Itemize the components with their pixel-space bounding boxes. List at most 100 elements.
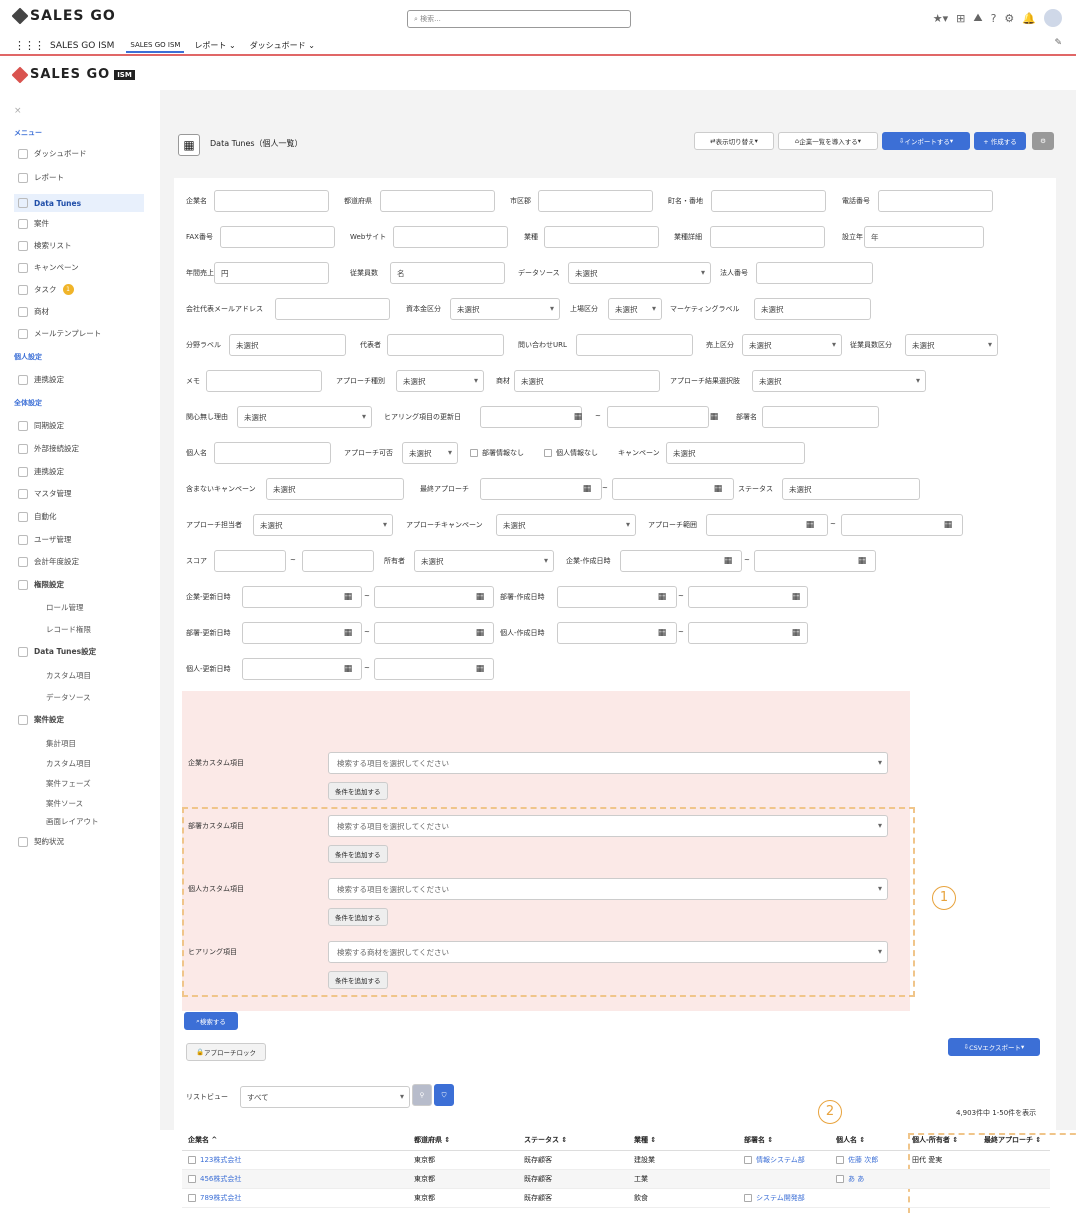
sidebar-item-phase[interactable]: 案件フェーズ bbox=[46, 778, 91, 789]
dept-link[interactable]: 情報システム部 bbox=[756, 1156, 805, 1164]
csv-export-button[interactable]: ⇩ CSVエクスポート ▾ bbox=[948, 1038, 1040, 1056]
fax-input[interactable] bbox=[220, 226, 335, 248]
checkbox-icon[interactable] bbox=[744, 1156, 752, 1164]
campaign-input[interactable]: 未選択 bbox=[666, 442, 805, 464]
person-created-to[interactable] bbox=[688, 622, 808, 644]
company-link[interactable]: 456株式会社 bbox=[200, 1175, 242, 1183]
sidebar-item-datasource[interactable]: データソース bbox=[46, 692, 91, 703]
no-dept-checkbox[interactable]: 部署情報なし bbox=[470, 448, 524, 458]
hearing-select[interactable]: 検索する商材を選択してください bbox=[328, 941, 888, 963]
co-created-from[interactable] bbox=[620, 550, 742, 572]
edit-nav-icon[interactable]: ✎ bbox=[1054, 38, 1062, 48]
add-condition-button[interactable]: 条件を追加する bbox=[328, 908, 388, 926]
industry-input[interactable] bbox=[544, 226, 659, 248]
sidebar-item-source[interactable]: 案件ソース bbox=[46, 798, 83, 809]
approach-campaign-select[interactable]: 未選択 bbox=[496, 514, 636, 536]
import-list-button[interactable]: ⌂ 企業一覧を導入する ▾ bbox=[778, 132, 878, 150]
memo-input[interactable] bbox=[206, 370, 322, 392]
calendar-icon[interactable]: ▦ bbox=[943, 520, 953, 530]
global-search-input[interactable]: ⌕ 検索... bbox=[407, 10, 631, 28]
rating-input[interactable] bbox=[710, 226, 825, 248]
dept-link[interactable]: システム開発部 bbox=[756, 1194, 805, 1202]
sales-class-select[interactable]: 未選択 bbox=[742, 334, 842, 356]
tab-sales-go-ism[interactable]: SALES GO ISM bbox=[126, 39, 185, 53]
employees-input[interactable]: 名 bbox=[390, 262, 505, 284]
company-link[interactable]: 123株式会社 bbox=[200, 1156, 242, 1164]
sidebar-item-deal[interactable]: 案件 bbox=[18, 218, 49, 229]
product-input[interactable]: 未選択 bbox=[514, 370, 660, 392]
co-updated-to[interactable] bbox=[374, 586, 494, 608]
filter-icon[interactable]: ⛉ bbox=[434, 1084, 454, 1106]
hearing-date-to[interactable] bbox=[607, 406, 709, 428]
col-industry[interactable]: 業種 ⇕ bbox=[628, 1130, 738, 1151]
help-icon[interactable]: ? bbox=[990, 11, 997, 25]
calendar-icon[interactable]: ▦ bbox=[343, 592, 353, 602]
sidebar-item-contract[interactable]: 契約状況 bbox=[18, 836, 64, 847]
person-created-from[interactable] bbox=[557, 622, 677, 644]
import-button[interactable]: ⇩ インポートする ▾ bbox=[882, 132, 970, 150]
col-last-approach[interactable]: 最終アプローチ ⇕ bbox=[978, 1130, 1050, 1151]
calendar-icon[interactable]: ▦ bbox=[582, 484, 592, 494]
approach-range-to[interactable] bbox=[841, 514, 963, 536]
calendar-icon[interactable]: ▦ bbox=[657, 592, 667, 602]
score-from[interactable] bbox=[214, 550, 286, 572]
checkbox-icon[interactable] bbox=[744, 1194, 752, 1202]
rep-input[interactable] bbox=[387, 334, 504, 356]
sidebar-item-master[interactable]: マスタ管理 bbox=[18, 488, 72, 499]
checkbox-icon[interactable] bbox=[188, 1156, 196, 1164]
sidebar-item-task[interactable]: タスク 1 bbox=[18, 284, 74, 295]
sidebar-item-deal-custom[interactable]: カスタム項目 bbox=[46, 758, 91, 769]
calendar-icon[interactable]: ▦ bbox=[791, 592, 801, 602]
person-link[interactable]: あ あ bbox=[848, 1175, 865, 1183]
contact-url-input[interactable] bbox=[576, 334, 693, 356]
add-condition-button[interactable]: 条件を追加する bbox=[328, 845, 388, 863]
person-link[interactable]: 佐藤 次郎 bbox=[848, 1156, 879, 1164]
app-launcher-icon[interactable]: ⋮⋮⋮ bbox=[14, 39, 45, 52]
col-status[interactable]: ステータス ⇕ bbox=[518, 1130, 628, 1151]
no-interest-select[interactable]: 未選択 bbox=[237, 406, 372, 428]
settings-icon[interactable]: ⚙ bbox=[1032, 132, 1054, 150]
city-input[interactable] bbox=[538, 190, 653, 212]
search-button[interactable]: ⌕ 検索する bbox=[184, 1012, 238, 1030]
sidebar-item-permissions[interactable]: 権限設定 bbox=[18, 579, 64, 590]
pin-icon[interactable]: ⚲ bbox=[412, 1084, 432, 1106]
col-owner[interactable]: 個人-所有者 ⇕ bbox=[906, 1130, 978, 1151]
calendar-icon[interactable]: ▦ bbox=[713, 484, 723, 494]
phone-input[interactable] bbox=[878, 190, 993, 212]
dept-updated-from[interactable] bbox=[242, 622, 362, 644]
no-person-checkbox[interactable]: 個人情報なし bbox=[544, 448, 598, 458]
bell-icon[interactable]: 🔔 bbox=[1022, 11, 1036, 25]
dept-created-from[interactable] bbox=[557, 586, 677, 608]
add-condition-button[interactable]: 条件を追加する bbox=[328, 971, 388, 989]
gear-icon[interactable]: ⚙ bbox=[1004, 11, 1015, 25]
last-approach-to[interactable] bbox=[612, 478, 734, 500]
person-updated-to[interactable] bbox=[374, 658, 494, 680]
person-updated-from[interactable] bbox=[242, 658, 362, 680]
dept-custom-select[interactable]: 検索する項目を選択してください bbox=[328, 815, 888, 837]
calendar-icon[interactable]: ▦ bbox=[475, 664, 485, 674]
approach-range-from[interactable] bbox=[706, 514, 828, 536]
calendar-icon[interactable]: ▦ bbox=[657, 628, 667, 638]
calendar-icon[interactable]: ▦ bbox=[805, 520, 815, 530]
company-custom-select[interactable]: 検索する項目を選択してください bbox=[328, 752, 888, 774]
dept-created-to[interactable] bbox=[688, 586, 808, 608]
status-input[interactable]: 未選択 bbox=[782, 478, 920, 500]
checkbox-icon[interactable] bbox=[188, 1194, 196, 1202]
sidebar-item-mail-template[interactable]: メールテンプレート bbox=[18, 328, 101, 339]
create-button[interactable]: + 作成する bbox=[974, 132, 1026, 150]
sidebar-item-sync[interactable]: 同期設定 bbox=[18, 420, 64, 431]
checkbox-icon[interactable] bbox=[836, 1175, 844, 1183]
sidebar-item-users[interactable]: ユーザ管理 bbox=[18, 534, 71, 545]
close-icon[interactable]: × bbox=[14, 106, 22, 116]
approach-type-select[interactable]: 未選択 bbox=[396, 370, 484, 392]
co-updated-from[interactable] bbox=[242, 586, 362, 608]
approach-ok-select[interactable]: 未選択 bbox=[402, 442, 458, 464]
brand-logo[interactable]: SALES GO bbox=[11, 7, 116, 25]
calendar-icon[interactable]: ▦ bbox=[343, 628, 353, 638]
sidebar-item-data-tunes[interactable]: Data Tunes bbox=[14, 194, 144, 212]
trailhead-icon[interactable]: ⛰ bbox=[973, 11, 983, 24]
sidebar-item-fiscal[interactable]: 会計年度設定 bbox=[18, 556, 79, 567]
approach-owner-select[interactable]: 未選択 bbox=[253, 514, 393, 536]
calendar-icon[interactable]: ▦ bbox=[475, 628, 485, 638]
mkt-input[interactable]: 未選択 bbox=[754, 298, 871, 320]
